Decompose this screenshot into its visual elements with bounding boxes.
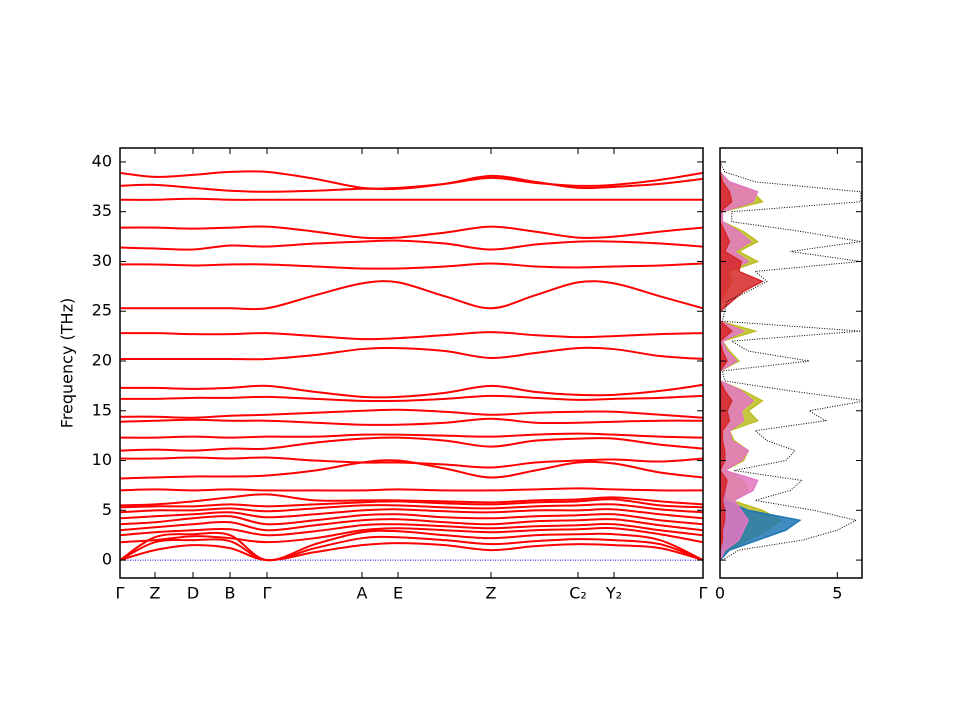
x-tick-label: C₂ bbox=[569, 584, 587, 603]
x-tick-label: Γ bbox=[263, 584, 272, 603]
dos-plot bbox=[720, 161, 862, 562]
y-tick-label: 10 bbox=[92, 450, 112, 469]
x-tick-label: Γ bbox=[116, 584, 125, 603]
band bbox=[120, 542, 703, 562]
band bbox=[120, 503, 703, 514]
y-tick-label: 35 bbox=[92, 201, 112, 220]
partial-dos bbox=[720, 161, 764, 561]
band bbox=[120, 331, 703, 341]
axes-frame bbox=[719, 147, 863, 579]
band bbox=[120, 394, 703, 403]
x-tick-label: A bbox=[357, 584, 368, 603]
x-tick-label: D bbox=[187, 584, 199, 603]
x-tick-label: Y₂ bbox=[605, 584, 622, 603]
axes-frame bbox=[119, 147, 704, 579]
band bbox=[120, 493, 703, 507]
band bbox=[120, 225, 703, 240]
x-tick-label: 5 bbox=[832, 584, 842, 603]
y-tick-label: 40 bbox=[92, 151, 112, 170]
x-tick-label: B bbox=[225, 584, 236, 603]
x-tick-label: 0 bbox=[715, 584, 725, 603]
y-tick-label: 0 bbox=[102, 550, 112, 569]
band bbox=[120, 518, 703, 532]
band bbox=[120, 432, 703, 439]
band bbox=[120, 436, 703, 452]
band bbox=[120, 408, 703, 419]
band bbox=[120, 456, 703, 469]
total-dos bbox=[720, 161, 862, 561]
band bbox=[120, 526, 703, 544]
band bbox=[120, 346, 703, 361]
band bbox=[120, 170, 703, 190]
band bbox=[120, 487, 703, 492]
y-tick-label: 5 bbox=[102, 500, 112, 519]
band bbox=[120, 508, 703, 520]
x-tick-label: E bbox=[393, 584, 403, 603]
band bbox=[120, 513, 703, 526]
band bbox=[120, 239, 703, 251]
x-tick-label: Γ bbox=[699, 584, 708, 603]
y-tick-label: 30 bbox=[92, 251, 112, 270]
y-tick-label: 15 bbox=[92, 400, 112, 419]
x-tick-label: Z bbox=[486, 584, 497, 603]
y-tick-label: 25 bbox=[92, 301, 112, 320]
y-axis-label: Frequency (THz) bbox=[58, 298, 77, 428]
y-tick-label: 20 bbox=[92, 351, 112, 370]
band bbox=[120, 262, 703, 270]
x-tick-label: Z bbox=[150, 584, 161, 603]
band-plot bbox=[120, 170, 703, 562]
band bbox=[120, 383, 703, 399]
band bbox=[120, 459, 703, 480]
band bbox=[120, 523, 703, 537]
band bbox=[120, 197, 703, 201]
band bbox=[120, 529, 703, 562]
band bbox=[120, 417, 703, 426]
band bbox=[120, 280, 703, 311]
band bbox=[120, 535, 703, 562]
